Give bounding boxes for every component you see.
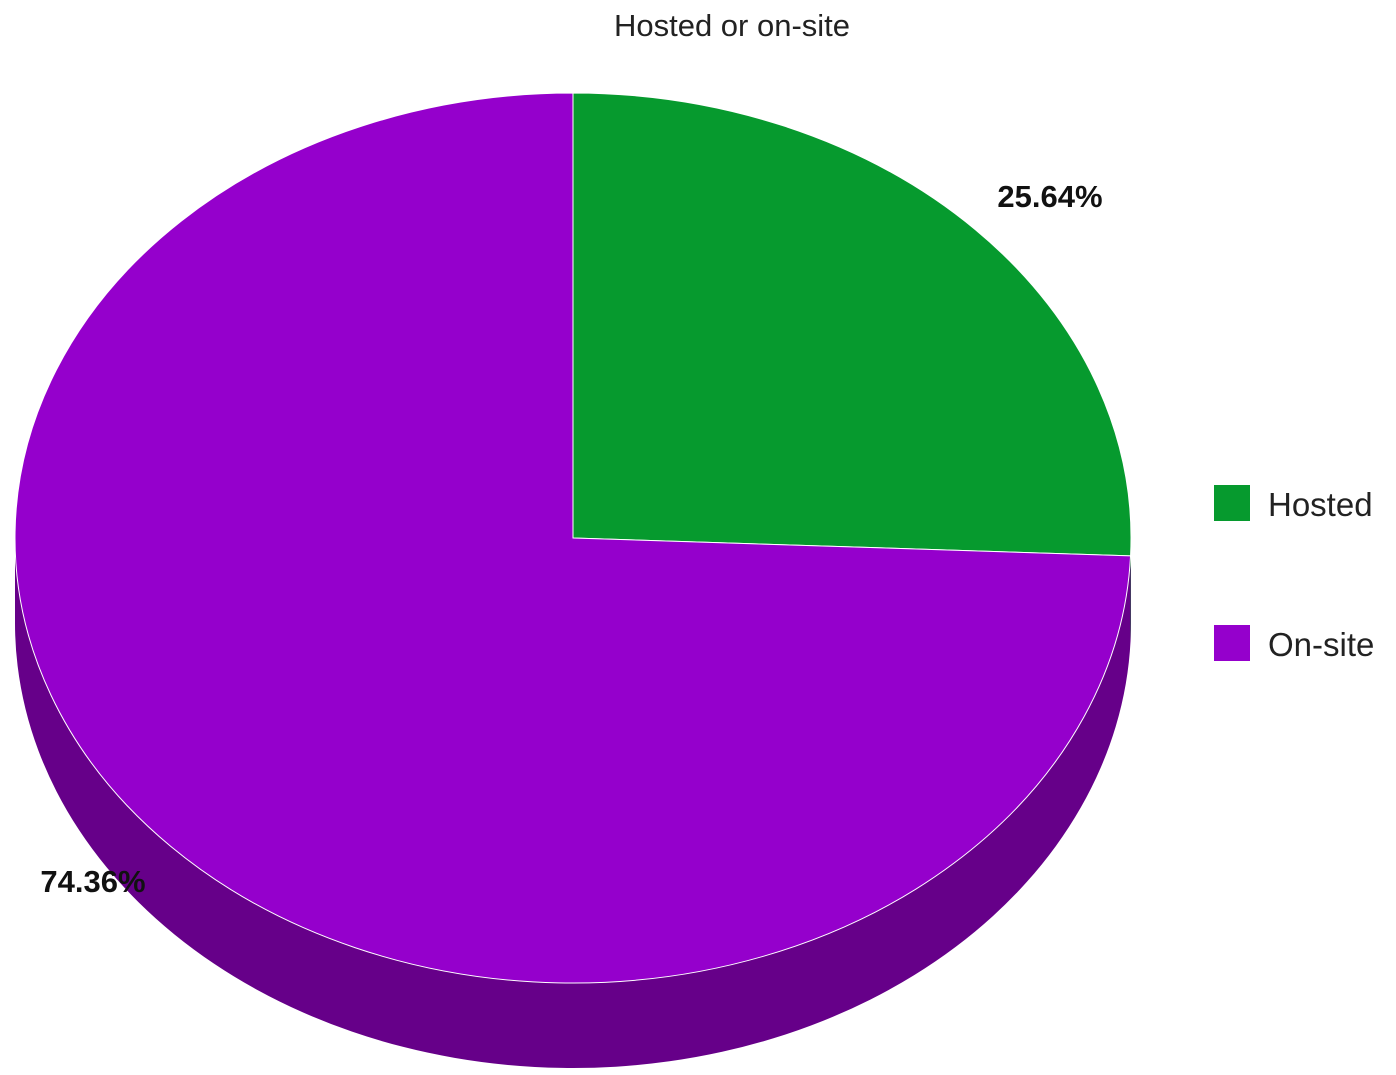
slice-label-hosted: 25.64% bbox=[997, 179, 1102, 214]
chart-title: Hosted or on-site bbox=[614, 8, 850, 43]
pie-slice-hosted bbox=[573, 93, 1131, 556]
legend: Hosted On-site bbox=[1214, 485, 1374, 663]
legend-swatch-on-site bbox=[1214, 625, 1250, 661]
legend-label-on-site: On-site bbox=[1268, 626, 1374, 663]
legend-label-hosted: Hosted bbox=[1268, 486, 1373, 523]
slice-label-on-site: 74.36% bbox=[40, 864, 145, 899]
pie-slices bbox=[15, 93, 1131, 1068]
legend-swatch-hosted bbox=[1214, 485, 1250, 521]
